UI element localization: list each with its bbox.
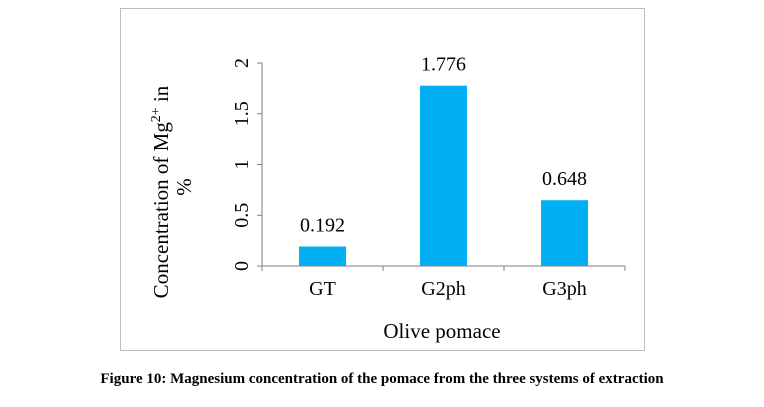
x-tick-label: GT bbox=[309, 278, 336, 300]
y-tick-label: 0 bbox=[231, 261, 253, 271]
labels: 0 0.5 1 1.5 2 0.192 GT 1.776 G2ph 0.648 G3ph bbox=[231, 54, 587, 300]
y-axis-title-prefix: Concentration of Mg bbox=[149, 122, 173, 299]
x-tick-label: G2ph bbox=[421, 278, 465, 300]
data-label: 1.776 bbox=[421, 54, 466, 76]
data-label: 0.192 bbox=[300, 215, 345, 237]
y-tick-label: 1.5 bbox=[231, 101, 253, 126]
bar-g2ph bbox=[420, 85, 467, 267]
y-axis-title-suffix: in bbox=[149, 85, 173, 107]
x-axis-title: Olive pomace bbox=[383, 319, 500, 343]
x-tick-label: G3ph bbox=[542, 278, 586, 300]
y-axis-title-superscript: 2+ bbox=[149, 107, 164, 122]
y-axis-title: Concentration of Mg2+ in % bbox=[149, 85, 196, 298]
bars bbox=[299, 85, 588, 267]
y-tick-label: 2 bbox=[231, 58, 253, 68]
bar-gt bbox=[299, 246, 346, 266]
y-axis-title-line1: Concentration of Mg2+ in bbox=[149, 85, 173, 298]
data-label: 0.648 bbox=[542, 168, 587, 190]
y-tick-label: 1 bbox=[231, 160, 253, 170]
y-axis-title-line2: % bbox=[172, 178, 196, 196]
bar-g3ph bbox=[541, 200, 588, 266]
y-tick-label: 0.5 bbox=[231, 203, 253, 228]
figure-caption: Figure 10: Magnesium concentration of th… bbox=[100, 371, 664, 387]
chart-area bbox=[120, 8, 645, 351]
